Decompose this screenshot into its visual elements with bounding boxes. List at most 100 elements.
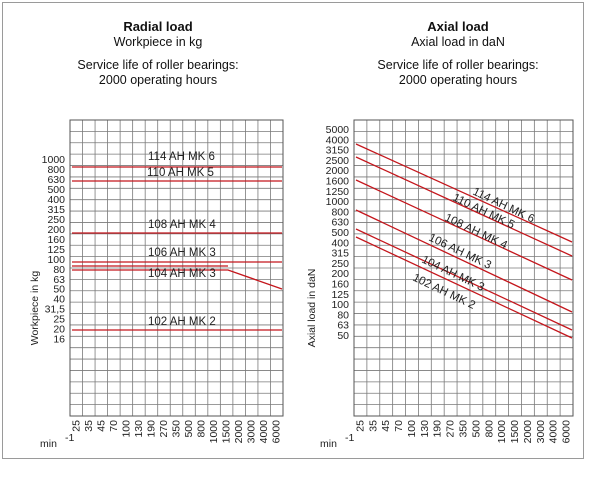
y-tick-label: 63: [337, 320, 349, 332]
y-tick-label: 80: [337, 309, 349, 321]
series-line: [355, 228, 573, 331]
y-tick-label: 5000: [326, 124, 350, 136]
y-tick-label: 2000: [326, 165, 350, 177]
series-line: [355, 236, 573, 339]
x-tick-label: 500: [183, 420, 195, 438]
series-label: 102 AH MK 2: [148, 316, 216, 328]
chart-subtitle: Workpiece in kg: [114, 35, 203, 49]
x-tick-label: 270: [158, 420, 170, 438]
x-tick-label: 190: [145, 420, 157, 438]
series-line: [355, 143, 573, 243]
y-tick-label: 500: [331, 227, 349, 239]
series-label: 110 AH MK 5: [147, 167, 214, 179]
y-axis-label: Workpiece in kg: [29, 271, 41, 346]
x-tick-label: 4000: [548, 420, 560, 444]
x-tick-label: 45: [380, 420, 392, 432]
x-tick-label: 270: [445, 420, 457, 438]
y-axis-label: Axial load in daN: [306, 269, 318, 348]
plot-border: [69, 119, 284, 417]
x-tick-label: 25: [70, 420, 82, 432]
y-tick-label: 200: [331, 268, 349, 280]
service-life-note: Service life of roller bearings:: [77, 58, 238, 72]
x-tick-label: 350: [458, 420, 470, 438]
chart-subtitle: Axial load in daN: [411, 35, 505, 49]
series-line: [355, 209, 573, 313]
x-tick-label: 2000: [233, 420, 245, 444]
y-tick-label: 200: [47, 224, 65, 236]
x-axis-label-superscript: -1: [65, 432, 74, 444]
y-tick-label: 50: [337, 330, 349, 342]
y-tick-label: 1250: [326, 186, 350, 198]
chart-title: Axial load: [427, 19, 488, 34]
x-tick-label: 6000: [271, 420, 283, 444]
y-tick-label: 250: [47, 214, 65, 226]
plot-border: [353, 119, 574, 417]
x-tick-label: 1000: [496, 420, 508, 444]
y-tick-label: 25: [53, 314, 65, 326]
y-tick-label: 500: [47, 184, 65, 196]
x-tick-label: 45: [95, 420, 107, 432]
y-tick-label: 160: [47, 234, 65, 246]
x-tick-label: 2000: [522, 420, 534, 444]
x-axis-label-superscript: -1: [345, 432, 354, 444]
y-tick-label: 400: [47, 194, 65, 206]
service-life-note: Service life of roller bearings:: [377, 58, 538, 72]
y-tick-label: 125: [47, 244, 65, 256]
y-tick-label: 31,5: [45, 304, 66, 316]
operating-hours-note: 2000 operating hours: [399, 73, 517, 87]
y-tick-label: 125: [331, 289, 349, 301]
x-tick-label: 1500: [509, 420, 521, 444]
series-line: [355, 179, 573, 281]
y-tick-label: 2500: [326, 155, 350, 167]
series-label: 108 AH MK 4: [148, 219, 216, 231]
chart-title: Radial load: [123, 19, 192, 34]
x-tick-label: 35: [83, 420, 95, 432]
x-tick-label: 800: [483, 420, 495, 438]
series-line: [72, 269, 283, 290]
x-tick-label: 35: [367, 420, 379, 432]
x-tick-label: 1000: [208, 420, 220, 444]
x-tick-label: 70: [108, 420, 120, 432]
y-tick-label: 630: [47, 174, 65, 186]
x-tick-label: 1500: [221, 420, 233, 444]
x-tick-label: 800: [196, 420, 208, 438]
y-tick-label: 16: [53, 334, 65, 346]
y-tick-label: 50: [53, 284, 65, 296]
y-tick-label: 4000: [326, 134, 350, 146]
x-tick-label: 6000: [561, 420, 573, 444]
y-tick-label: 800: [47, 164, 65, 176]
x-tick-label: 100: [406, 420, 418, 438]
series-line: [355, 156, 573, 257]
x-tick-label: 3000: [246, 420, 258, 444]
series-label: 104 AH MK 3: [148, 268, 216, 280]
x-tick-label: 4000: [258, 420, 270, 444]
y-tick-label: 315: [331, 248, 349, 260]
operating-hours-note: 2000 operating hours: [99, 73, 217, 87]
y-tick-label: 800: [331, 206, 349, 218]
y-tick-label: 160: [331, 279, 349, 291]
y-tick-label: 100: [47, 254, 65, 266]
x-tick-label: 190: [432, 420, 444, 438]
x-tick-label: 350: [171, 420, 183, 438]
x-axis-label: min: [320, 438, 337, 450]
series-label: 106 AH MK 3: [148, 247, 216, 259]
figure-frame: [2, 2, 584, 459]
y-tick-label: 250: [331, 258, 349, 270]
x-tick-label: 500: [470, 420, 482, 438]
y-tick-label: 400: [331, 237, 349, 249]
y-tick-label: 315: [47, 204, 65, 216]
x-tick-label: 3000: [535, 420, 547, 444]
x-tick-label: 100: [120, 420, 132, 438]
y-tick-label: 1000: [42, 154, 66, 166]
x-tick-label: 70: [393, 420, 405, 432]
y-tick-label: 20: [53, 324, 65, 336]
y-tick-label: 1600: [326, 176, 350, 188]
y-tick-label: 100: [331, 299, 349, 311]
x-tick-label: 130: [419, 420, 431, 438]
y-tick-label: 1000: [326, 196, 350, 208]
y-tick-label: 630: [331, 217, 349, 229]
y-tick-label: 80: [53, 264, 65, 276]
